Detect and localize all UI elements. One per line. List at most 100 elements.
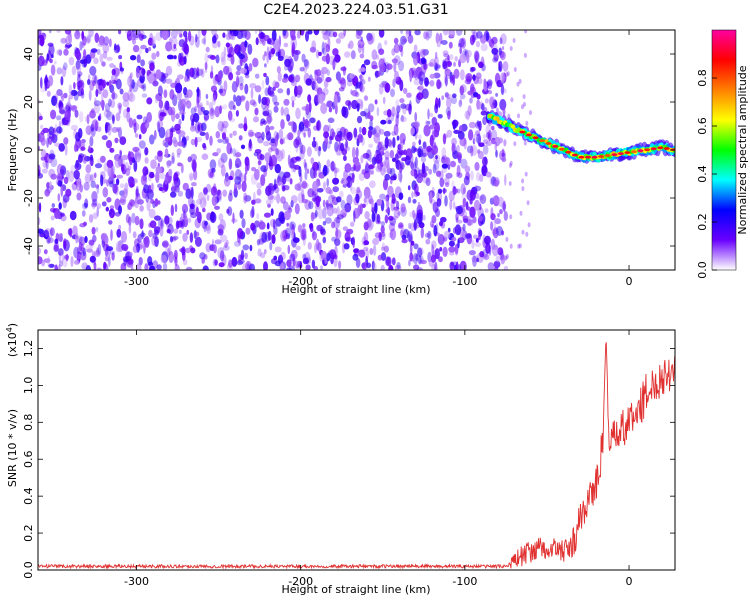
signal-peak	[571, 153, 578, 157]
noise-blob	[150, 182, 154, 194]
noise-blob	[311, 259, 316, 269]
noise-blob	[70, 256, 74, 267]
noise-blob	[51, 133, 58, 144]
noise-blob	[95, 227, 99, 232]
noise-blob	[93, 100, 101, 107]
noise-blob	[422, 49, 429, 56]
noise-blob	[409, 252, 414, 262]
noise-blob	[339, 190, 344, 198]
noise-blob	[415, 253, 419, 262]
noise-blob	[165, 78, 173, 84]
noise-blob	[117, 43, 120, 53]
noise-blob	[302, 257, 309, 265]
noise-blob	[408, 259, 411, 267]
noise-blob	[243, 123, 248, 132]
noise-blob	[212, 35, 217, 44]
noise-blob	[474, 199, 480, 211]
noise-blob	[228, 158, 233, 170]
signal-peak	[578, 155, 585, 159]
noise-blob	[244, 83, 249, 95]
noise-blob	[412, 209, 415, 218]
noise-blob	[244, 163, 248, 175]
noise-blob	[241, 218, 246, 229]
noise-blob	[229, 170, 235, 181]
noise-blob	[127, 75, 133, 88]
figure-title: C2E4.2023.224.03.51.G31	[263, 2, 448, 18]
noise-blob	[104, 122, 108, 134]
noise-blob	[183, 55, 187, 65]
noise-blob	[250, 222, 256, 231]
noise-blob	[475, 51, 479, 59]
noise-blob	[55, 178, 60, 186]
noise-blob	[191, 159, 197, 171]
noise-blob	[122, 92, 130, 102]
noise-blob	[200, 122, 207, 132]
noise-blob	[202, 207, 206, 213]
noise-blob	[447, 110, 451, 120]
noise-blob	[38, 133, 41, 142]
noise-blob	[398, 192, 404, 200]
noise-blob	[378, 85, 384, 95]
noise-blob	[169, 89, 175, 100]
noise-blob	[125, 168, 131, 176]
noise-blob	[262, 54, 266, 61]
noise-blob	[132, 38, 136, 45]
noise-blob	[264, 63, 267, 68]
noise-blob	[380, 233, 386, 241]
noise-blob	[60, 37, 67, 44]
noise-blob	[88, 145, 91, 153]
noise-blob	[132, 32, 140, 40]
noise-blob	[495, 255, 501, 263]
noise-blob	[280, 148, 286, 160]
noise-blob	[232, 212, 235, 224]
noise-blob	[350, 186, 357, 195]
noise-blob	[413, 78, 421, 86]
noise-blob	[254, 107, 259, 116]
noise-blob	[203, 221, 207, 233]
noise-blob	[467, 206, 471, 211]
noise-blob	[228, 100, 235, 111]
noise-blob	[258, 94, 262, 104]
noise-blob	[475, 40, 481, 48]
noise-blob	[143, 184, 150, 194]
noise-blob	[174, 249, 178, 260]
noise-blob	[148, 73, 155, 84]
noise-blob	[188, 196, 194, 207]
noise-blob	[286, 222, 290, 227]
noise-blob	[260, 31, 265, 39]
noise-blob	[276, 193, 281, 204]
noise-blob	[473, 133, 476, 144]
noise-blob	[219, 219, 226, 231]
noise-blob	[330, 194, 336, 200]
noise-blob	[299, 66, 305, 72]
noise-blob	[264, 152, 272, 163]
noise-blob	[396, 262, 401, 269]
noise-blob	[312, 191, 317, 203]
noise-blob	[177, 190, 183, 197]
noise-blob	[238, 135, 243, 141]
x-tick-label: 0	[626, 575, 633, 588]
noise-blob	[389, 228, 397, 241]
noise-blob	[469, 97, 473, 104]
noise-blob	[522, 94, 526, 100]
noise-blob	[149, 62, 155, 72]
noise-blob	[240, 95, 246, 101]
noise-blob	[143, 116, 148, 124]
noise-blob	[50, 227, 53, 238]
noise-blob	[157, 85, 163, 96]
noise-blob	[378, 48, 385, 55]
noise-blob	[266, 46, 270, 55]
noise-blob	[71, 105, 78, 113]
noise-blob	[429, 80, 435, 87]
noise-blob	[60, 165, 67, 176]
noise-blob	[222, 104, 227, 110]
noise-blob	[408, 233, 413, 243]
noise-blob	[509, 214, 513, 220]
noise-blob	[263, 140, 270, 147]
noise-blob	[367, 129, 372, 139]
noise-blob	[412, 141, 416, 147]
noise-blob	[474, 185, 482, 192]
noise-blob	[113, 67, 120, 77]
noise-blob	[510, 97, 514, 103]
noise-blob	[117, 102, 123, 110]
